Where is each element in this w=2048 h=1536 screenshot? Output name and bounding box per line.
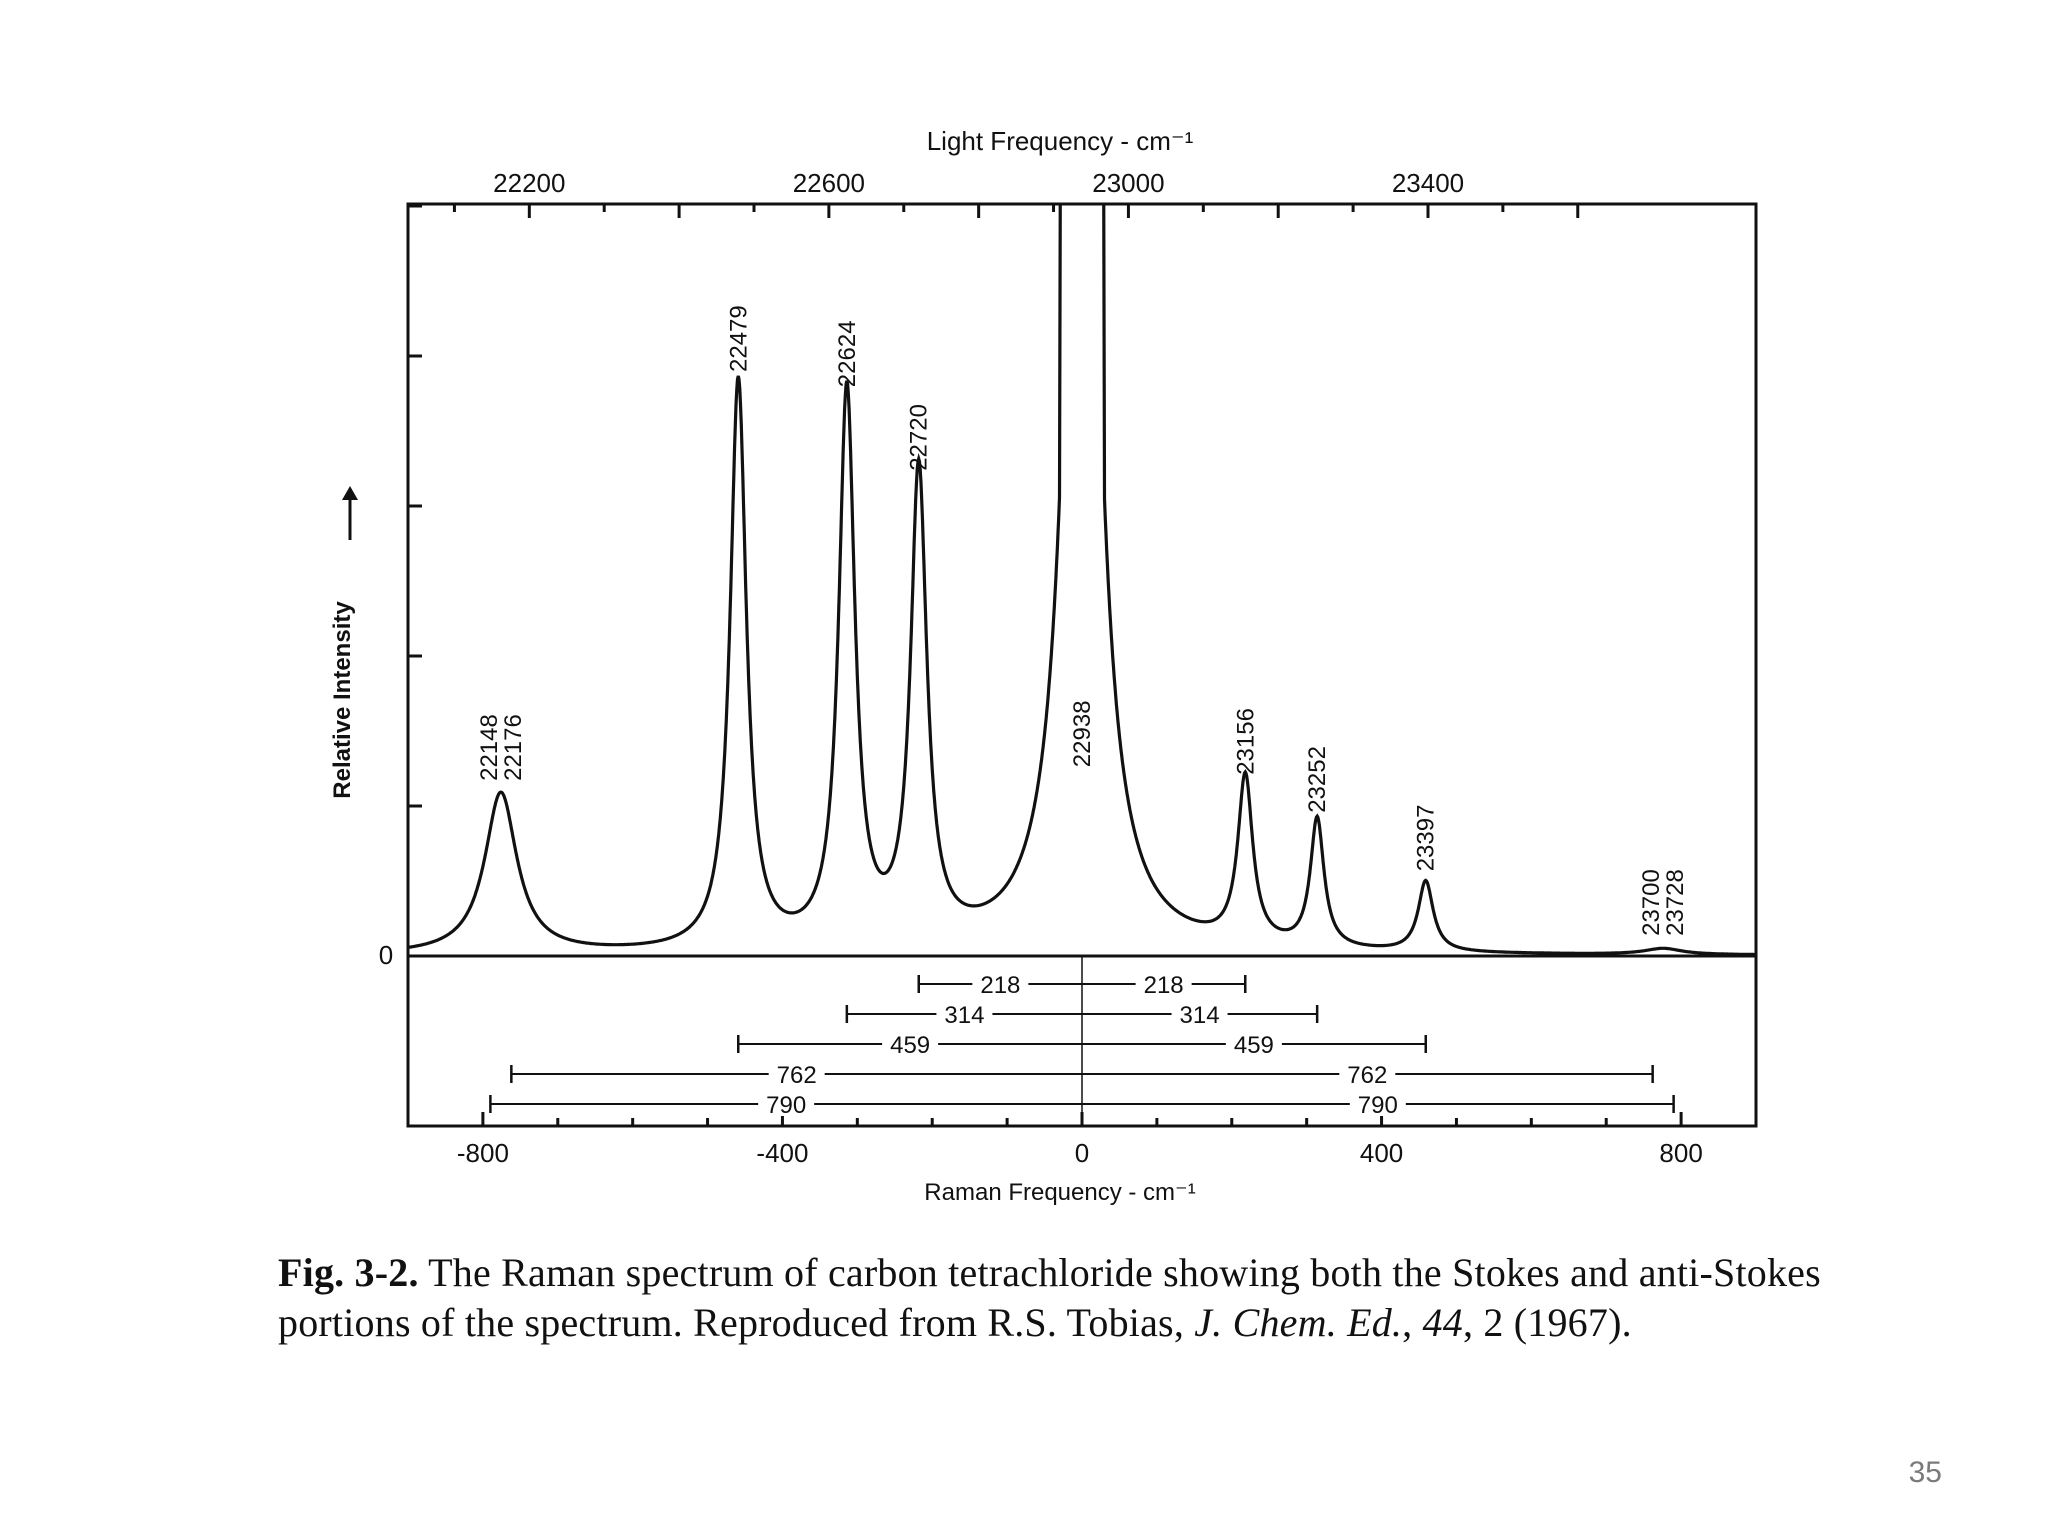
y-zero-label: 0 (379, 940, 393, 970)
shift-label-right: 459 (1234, 1032, 1274, 1059)
x-tick-label: 800 (1659, 1138, 1702, 1168)
shift-label-right: 218 (1144, 972, 1184, 999)
caption-text-2: , (1402, 1300, 1423, 1345)
caption-text-3: , 2 (1967). (1462, 1300, 1632, 1345)
shift-label-left: 459 (890, 1032, 930, 1059)
shift-label-right: 314 (1180, 1002, 1220, 1029)
peak-label: 23252 (1304, 746, 1331, 813)
shift-label-left: 314 (944, 1002, 984, 1029)
shift-label-left: 762 (777, 1062, 817, 1089)
shift-label-bg-left (758, 1092, 815, 1116)
shift-label-bg-right (1135, 972, 1192, 996)
x-tick-label: 400 (1360, 1138, 1403, 1168)
peak-label: 22938 (1069, 700, 1096, 767)
shift-label-left: 218 (980, 972, 1020, 999)
shift-label-right: 790 (1358, 1092, 1398, 1119)
shift-label-bg-left (768, 1062, 825, 1086)
shift-label-bg-left (936, 1002, 993, 1026)
x-tick-label: 0 (1075, 1138, 1089, 1168)
shift-label-right: 762 (1347, 1062, 1387, 1089)
shift-label-bg-right (1171, 1002, 1228, 1026)
shift-bracket: 790 790 (489, 1092, 1675, 1119)
shift-label-bg-right (1349, 1092, 1406, 1116)
peak-label: 23397 (1413, 805, 1440, 872)
y-axis-label: Relative Intensity (329, 601, 356, 799)
caption-text-1: The Raman spectrum of carbon tetrachlori… (278, 1250, 1821, 1345)
shift-label-bg-right (1225, 1032, 1282, 1056)
peak-label: 22479 (725, 305, 752, 372)
shift-bracket: 762 762 (510, 1062, 1654, 1089)
x-tick-label: -800 (457, 1138, 509, 1168)
x2-tick-label: 23400 (1392, 168, 1464, 198)
shift-label-left: 790 (766, 1092, 806, 1119)
x-tick-label: -400 (756, 1138, 808, 1168)
peak-label: 23700 (1638, 869, 1665, 936)
peak-label: 23728 (1662, 869, 1689, 936)
shift-label-bg-right (1339, 1062, 1396, 1086)
spectrum-line (408, 204, 1756, 956)
shift-label-bg-left (972, 972, 1029, 996)
x2-tick-label: 23000 (1092, 168, 1164, 198)
y-axis-arrow (342, 486, 358, 540)
figure-label: Fig. 3-2. (278, 1250, 419, 1295)
x2-tick-label: 22200 (493, 168, 565, 198)
shift-label-bg-left (882, 1032, 939, 1056)
y-axis-arrow-head (342, 486, 358, 500)
top-axis-label: Light Frequency - cm⁻¹ (927, 126, 1194, 156)
x2-tick-label: 22600 (793, 168, 865, 198)
peak-label: 22176 (500, 714, 527, 781)
slide-number: 35 (1908, 1456, 1942, 1489)
figure-caption: Fig. 3-2. The Raman spectrum of carbon t… (278, 1248, 1838, 1348)
caption-volume: 44 (1422, 1300, 1463, 1345)
shift-bracket: 218 218 (917, 972, 1247, 999)
bottom-axis-label: Raman Frequency - cm⁻¹ (924, 1179, 1195, 1206)
shift-bracket: 459 459 (737, 1032, 1427, 1059)
peak-label: 22148 (476, 714, 503, 781)
peak-label: 23156 (1232, 708, 1259, 775)
peak-label: 22720 (906, 404, 933, 471)
shift-bracket: 314 314 (845, 1002, 1319, 1029)
peak-label: 22624 (834, 320, 861, 387)
caption-journal: J. Chem. Ed. (1194, 1300, 1403, 1345)
